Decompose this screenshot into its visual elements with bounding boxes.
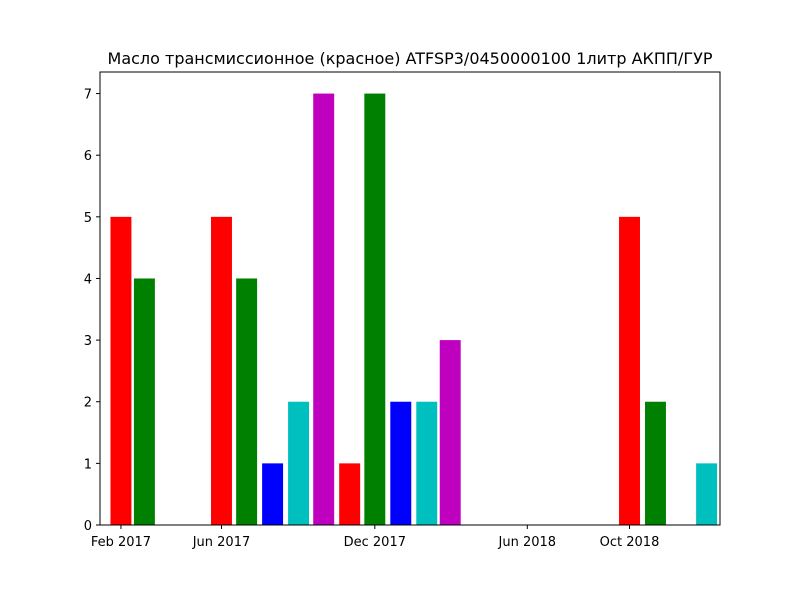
bar-13 bbox=[645, 401, 666, 525]
y-tick-label: 6 bbox=[84, 149, 92, 164]
y-tick-label: 5 bbox=[84, 211, 92, 226]
bar-2 bbox=[211, 216, 232, 525]
bar-7 bbox=[339, 463, 361, 525]
bar-8 bbox=[364, 93, 386, 525]
x-tick-label: Dec 2017 bbox=[344, 535, 406, 550]
x-tick-label: Oct 2018 bbox=[600, 535, 660, 550]
bar-14 bbox=[696, 463, 718, 525]
plot-frame bbox=[99, 71, 721, 526]
x-axis: Feb 2017 Jun 2017 Dec 2017 Jun 2018 Oct 2018 bbox=[91, 525, 660, 550]
y-tick-label: 4 bbox=[84, 272, 92, 287]
chart-title: Масло трансмиссионное (красное) ATFSP3/0… bbox=[108, 49, 713, 68]
y-tick-label: 2 bbox=[84, 396, 92, 411]
bar-6 bbox=[313, 93, 335, 525]
bar-1 bbox=[133, 278, 155, 525]
bars-group bbox=[110, 93, 718, 525]
y-tick-label: 0 bbox=[84, 519, 92, 534]
y-tick-label: 1 bbox=[84, 457, 92, 472]
y-tick-label: 3 bbox=[84, 334, 92, 349]
bar-11 bbox=[439, 340, 461, 525]
bar-10 bbox=[416, 401, 438, 525]
x-tick-label: Feb 2017 bbox=[91, 535, 151, 550]
y-axis: 0 1 2 3 4 5 6 7 bbox=[84, 88, 100, 534]
y-tick-label: 7 bbox=[84, 88, 92, 103]
bar-4 bbox=[262, 463, 284, 525]
bar-0 bbox=[110, 216, 132, 525]
x-tick-label: Jun 2017 bbox=[192, 535, 251, 550]
bar-9 bbox=[390, 401, 412, 525]
bar-12 bbox=[619, 216, 640, 525]
x-tick-label: Jun 2018 bbox=[498, 535, 557, 550]
bar-5 bbox=[288, 401, 310, 525]
bar-3 bbox=[236, 278, 258, 525]
